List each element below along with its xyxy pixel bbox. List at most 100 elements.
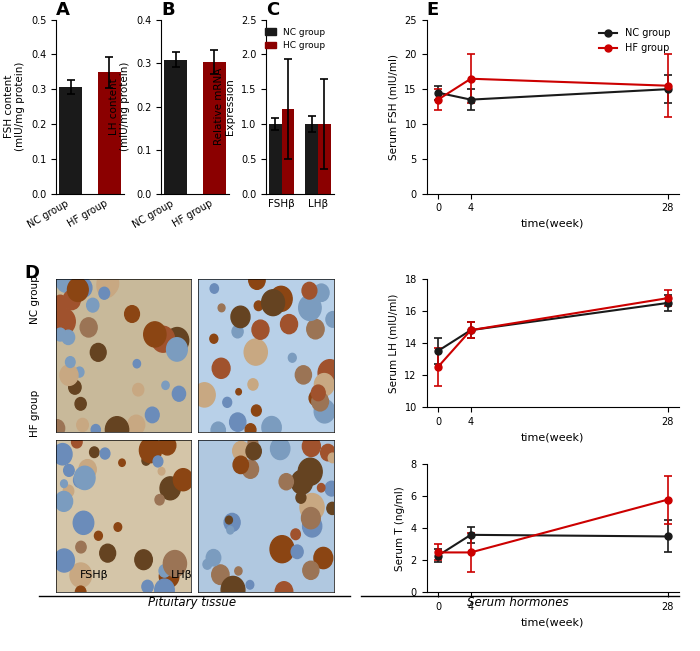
- Circle shape: [232, 326, 243, 338]
- Circle shape: [75, 278, 92, 298]
- Circle shape: [133, 359, 141, 368]
- Circle shape: [302, 516, 322, 537]
- Circle shape: [312, 385, 326, 400]
- Circle shape: [233, 456, 248, 473]
- Circle shape: [64, 464, 74, 477]
- Circle shape: [321, 445, 335, 461]
- Circle shape: [91, 424, 100, 435]
- Bar: [202, 62, 225, 193]
- Circle shape: [67, 278, 88, 301]
- Circle shape: [291, 529, 300, 540]
- Circle shape: [55, 328, 66, 341]
- Circle shape: [299, 295, 321, 320]
- Circle shape: [314, 400, 335, 423]
- Circle shape: [295, 366, 312, 384]
- Circle shape: [309, 391, 322, 406]
- Circle shape: [52, 309, 76, 335]
- Y-axis label: Serum T (ng/ml): Serum T (ng/ml): [395, 486, 405, 571]
- Circle shape: [279, 474, 293, 490]
- Circle shape: [218, 304, 225, 312]
- Circle shape: [63, 290, 80, 310]
- Circle shape: [97, 271, 118, 296]
- Circle shape: [291, 545, 303, 559]
- X-axis label: time(week): time(week): [521, 432, 584, 442]
- Circle shape: [61, 480, 67, 488]
- Circle shape: [155, 495, 164, 505]
- Circle shape: [164, 329, 183, 351]
- Circle shape: [270, 286, 292, 311]
- Circle shape: [146, 407, 159, 422]
- Circle shape: [106, 417, 129, 443]
- Circle shape: [234, 567, 242, 575]
- Circle shape: [162, 381, 169, 389]
- Circle shape: [242, 460, 258, 478]
- Circle shape: [77, 419, 88, 432]
- Circle shape: [172, 386, 186, 401]
- Circle shape: [302, 436, 321, 456]
- Circle shape: [155, 579, 174, 601]
- Circle shape: [318, 484, 325, 492]
- Circle shape: [223, 397, 232, 408]
- Circle shape: [291, 470, 312, 494]
- Circle shape: [244, 339, 267, 365]
- X-axis label: time(week): time(week): [521, 618, 584, 628]
- Circle shape: [144, 322, 166, 347]
- Circle shape: [142, 580, 153, 593]
- Circle shape: [54, 549, 74, 572]
- Circle shape: [135, 550, 153, 570]
- Circle shape: [314, 374, 334, 396]
- Circle shape: [224, 514, 240, 531]
- Legend: NC group, HC group: NC group, HC group: [262, 24, 329, 54]
- Circle shape: [262, 290, 284, 316]
- Circle shape: [76, 586, 86, 598]
- Circle shape: [254, 301, 262, 311]
- Circle shape: [203, 559, 211, 569]
- Circle shape: [303, 561, 319, 579]
- Circle shape: [236, 389, 241, 395]
- Circle shape: [221, 576, 245, 603]
- Text: LHβ: LHβ: [172, 570, 193, 580]
- Circle shape: [307, 519, 314, 527]
- Circle shape: [74, 466, 95, 490]
- Circle shape: [75, 367, 84, 377]
- Circle shape: [79, 460, 96, 479]
- Circle shape: [275, 582, 293, 602]
- Circle shape: [314, 547, 332, 568]
- Circle shape: [270, 437, 290, 460]
- Y-axis label: Serum FSH (mIU/ml): Serum FSH (mIU/ml): [389, 53, 399, 159]
- Circle shape: [270, 536, 294, 562]
- Text: Serum hormones: Serum hormones: [467, 596, 569, 609]
- Circle shape: [73, 566, 84, 579]
- Circle shape: [100, 448, 110, 459]
- Circle shape: [252, 320, 269, 339]
- Circle shape: [94, 531, 102, 540]
- Circle shape: [55, 492, 73, 511]
- Circle shape: [100, 544, 116, 562]
- Circle shape: [296, 492, 306, 503]
- Text: A: A: [56, 1, 70, 20]
- Circle shape: [245, 424, 256, 436]
- Bar: [318, 124, 330, 193]
- Circle shape: [160, 565, 179, 587]
- Circle shape: [328, 453, 337, 463]
- Circle shape: [248, 379, 258, 390]
- Text: D: D: [25, 264, 39, 282]
- Circle shape: [125, 306, 139, 322]
- Circle shape: [128, 415, 145, 434]
- Bar: [97, 72, 120, 193]
- Legend: NC group, HF group: NC group, HF group: [596, 24, 674, 57]
- Circle shape: [246, 581, 254, 589]
- Circle shape: [56, 270, 76, 292]
- Circle shape: [166, 327, 189, 353]
- Text: B: B: [161, 1, 174, 20]
- Circle shape: [210, 284, 218, 293]
- Circle shape: [53, 295, 67, 311]
- Circle shape: [318, 360, 342, 386]
- Circle shape: [87, 298, 99, 312]
- Circle shape: [158, 467, 165, 475]
- Text: FSHβ: FSHβ: [80, 570, 108, 580]
- Circle shape: [298, 458, 322, 485]
- Circle shape: [53, 443, 72, 465]
- Text: C: C: [266, 1, 279, 20]
- Circle shape: [74, 511, 94, 534]
